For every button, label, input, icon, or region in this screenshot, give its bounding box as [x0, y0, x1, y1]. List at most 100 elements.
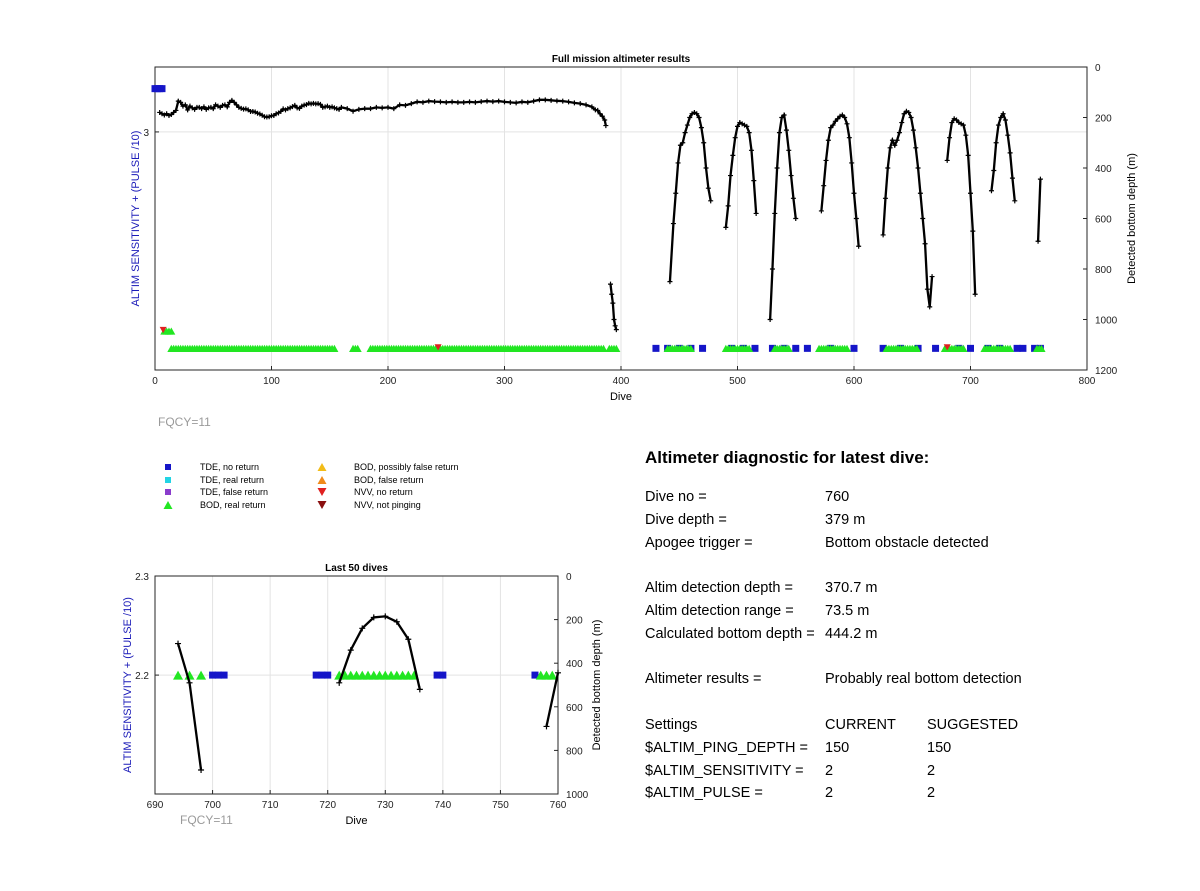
setting-current: 150 — [825, 739, 850, 756]
top-depth-point — [595, 107, 601, 113]
top-depth-point — [767, 317, 773, 322]
top-depth-point — [603, 123, 609, 129]
top-depth-point — [513, 100, 519, 106]
top-depth-point — [554, 98, 560, 104]
top-tde-no-return-marker — [967, 344, 974, 352]
bottom-xlabel: Dive — [345, 815, 367, 827]
top-depth-point — [173, 107, 179, 113]
top-depth-point — [350, 108, 356, 114]
top-xtick-label: 500 — [729, 376, 746, 387]
top-depth-point — [507, 99, 513, 105]
bottom-depth-point — [405, 636, 412, 643]
bottom-tde-no-return-marker — [531, 671, 539, 679]
top-depth-point — [910, 127, 916, 133]
top-depth-point — [496, 98, 502, 104]
top-depth-point — [899, 120, 905, 126]
bottom-title: Last 50 dives — [325, 563, 388, 574]
top-depth-point — [292, 102, 298, 108]
top-depth-point — [426, 98, 432, 104]
top-depth-point — [1035, 238, 1041, 244]
diag-value: Probably real bottom detection — [825, 671, 1022, 688]
top-depth-point — [278, 108, 284, 114]
top-depth-line — [820, 113, 860, 247]
top-bod-real-return-marker — [686, 344, 695, 352]
top-depth-point — [612, 323, 618, 329]
bottom-xtick-label: 740 — [435, 800, 452, 811]
legend-label: TDE, false return — [200, 487, 268, 497]
top-depth-point — [542, 97, 548, 103]
top-depth-point — [334, 106, 340, 112]
bottom-ytick-right-label: 0 — [566, 572, 572, 583]
top-depth-point — [698, 125, 704, 131]
top-depth-point — [703, 165, 709, 171]
top-depth-point — [988, 188, 994, 194]
top-depth-point — [735, 123, 740, 129]
top-depth-point — [680, 140, 686, 146]
top-depth-point — [842, 115, 848, 120]
bottom-tde-no-return-marker — [209, 671, 217, 679]
top-tde-no-return-marker — [751, 344, 759, 352]
top-depth-point — [851, 190, 857, 196]
settings-label: Settings — [645, 716, 698, 733]
diag-label: Altim detection range = — [645, 602, 794, 619]
diag-row-detection-range: Altim detection range = 73.5 m — [645, 600, 1185, 623]
diagnostic-panel: Altimeter diagnostic for latest dive: Di… — [645, 448, 1185, 805]
top-depth-point — [536, 97, 542, 103]
top-tde-no-return-marker — [652, 344, 660, 352]
top-tde-no-return-marker — [1013, 344, 1021, 352]
top-bod-real-return-marker — [912, 344, 921, 352]
bottom-depth-point — [382, 613, 389, 620]
top-ytick-right-label: 800 — [1095, 265, 1112, 276]
top-ytick-right-label: 1000 — [1095, 316, 1118, 327]
top-depth-point — [954, 117, 960, 123]
top-tde-no-return-marker — [850, 344, 858, 352]
top-depth-point — [818, 208, 824, 214]
top-depth-point — [828, 125, 834, 131]
top-tde-no-return-marker — [1019, 344, 1027, 352]
top-depth-point — [609, 291, 615, 297]
diag-row-altimeter-results: Altimeter results = Probably real bottom… — [645, 668, 1185, 691]
top-depth-point — [880, 232, 886, 238]
bottom-depth-point — [186, 679, 193, 686]
top-depth-point — [329, 104, 335, 110]
top-depth-point — [696, 115, 702, 120]
top-depth-point — [414, 99, 420, 105]
top-depth-point — [362, 106, 368, 112]
top-depth-point — [331, 105, 337, 111]
setting-row-ping-depth: $ALTIM_PING_DEPTH = 150 150 — [645, 737, 1185, 760]
top-depth-point — [783, 127, 789, 133]
legend-label: NVV, not pinging — [354, 500, 421, 510]
fqcy-label-top: FQCY=11 — [158, 415, 211, 429]
top-depth-point — [972, 291, 978, 297]
bottom-xtick-label: 720 — [319, 800, 336, 811]
top-nvv-no-return-marker — [434, 344, 442, 351]
top-depth-point — [694, 111, 700, 117]
top-depth-point — [998, 115, 1004, 120]
setting-current: 2 — [825, 785, 834, 802]
setting-suggested: 2 — [927, 785, 936, 802]
setting-name: $ALTIM_SENSITIVITY = — [645, 762, 804, 779]
bottom-xtick-label: 750 — [492, 800, 509, 811]
top-depth-point — [356, 106, 362, 112]
top-depth-point — [725, 203, 731, 209]
bottom-tde-no-return-marker — [433, 671, 441, 679]
top-bod-real-return-marker — [612, 344, 621, 352]
legend-marker-triangle — [317, 487, 327, 497]
diag-value: 760 — [825, 489, 850, 505]
top-depth-point — [437, 99, 443, 105]
top-tde-no-return-marker — [792, 344, 800, 352]
diag-row-bottom-depth: Calculated bottom depth = 444.2 m — [645, 623, 1185, 646]
top-depth-point — [1005, 132, 1011, 138]
top-depth-point — [889, 137, 895, 143]
top-depth-point — [408, 101, 414, 107]
top-depth-point — [461, 99, 467, 105]
top-depth-point — [1000, 111, 1006, 117]
top-xtick-label: 0 — [152, 376, 158, 387]
top-tde-no-return-marker — [1031, 344, 1039, 352]
bottom-xtick-label: 700 — [204, 800, 221, 811]
top-depth-point — [961, 122, 967, 128]
top-depth-point — [832, 118, 838, 124]
top-depth-point — [379, 105, 385, 111]
top-depth-point — [846, 135, 852, 141]
